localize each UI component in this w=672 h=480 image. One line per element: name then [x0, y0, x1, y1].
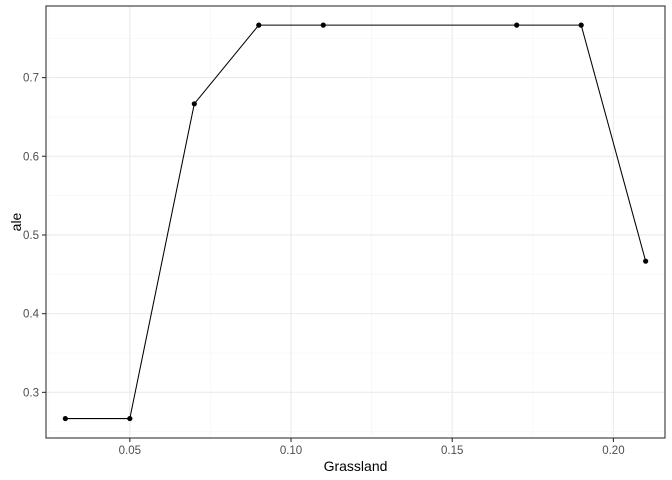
data-point	[62, 415, 68, 422]
x-tick-label: 0.20	[602, 445, 624, 457]
y-tick-label: 0.4	[23, 309, 40, 321]
panel-border	[45, 5, 666, 439]
data-point	[191, 101, 197, 107]
x-tick-label: 0.05	[119, 445, 141, 457]
y-tick-label: 0.5	[23, 230, 39, 242]
grid-lines	[46, 6, 665, 438]
series-line	[65, 24, 647, 420]
series-layer	[62, 22, 649, 422]
data-point	[127, 415, 133, 422]
y-tick-label: 0.6	[23, 151, 39, 163]
data-point	[643, 258, 649, 264]
axes: 0.05 0.10 0.15 0.20 0.3 0.4 0.5 0.6 0.7	[23, 5, 666, 457]
data-point	[256, 22, 262, 28]
y-tick-label: 0.7	[23, 73, 39, 85]
x-axis-title: Grassland	[324, 458, 388, 474]
x-tick-label: 0.15	[441, 445, 463, 457]
x-tick-label: 0.10	[280, 445, 302, 457]
data-point	[514, 22, 520, 28]
y-axis-title: ale	[8, 212, 24, 231]
data-point	[578, 22, 584, 28]
data-point	[320, 22, 326, 28]
y-tick-label: 0.3	[23, 387, 39, 399]
